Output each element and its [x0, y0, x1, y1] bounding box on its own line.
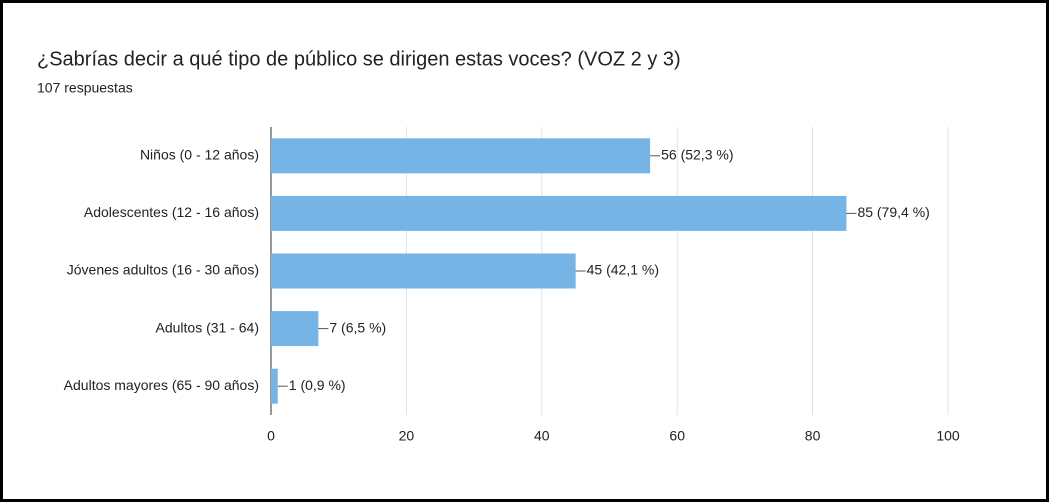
- y-tick-label: Adultos (31 - 64): [156, 319, 260, 335]
- x-tick-label: 0: [267, 428, 275, 444]
- data-label: 45 (42,1 %): [587, 262, 659, 278]
- bar: [271, 368, 278, 404]
- data-label: 56 (52,3 %): [661, 147, 733, 163]
- y-tick-label: Jóvenes adultos (16 - 30 años): [67, 262, 259, 278]
- data-label: 7 (6,5 %): [329, 319, 386, 335]
- data-label: 1 (0,9 %): [289, 377, 346, 393]
- bar: [271, 138, 651, 174]
- x-tick-label: 40: [534, 428, 550, 444]
- x-tick-label: 100: [936, 428, 960, 444]
- y-tick-label: Adolescentes (12 - 16 años): [84, 204, 259, 220]
- x-tick-label: 80: [805, 428, 821, 444]
- y-tick-label: Niños (0 - 12 años): [140, 147, 259, 163]
- bar: [271, 311, 319, 347]
- x-tick-label: 20: [399, 428, 415, 444]
- x-tick-label: 60: [669, 428, 685, 444]
- y-tick-label: Adultos mayores (65 - 90 años): [64, 377, 259, 393]
- chart-subtitle: 107 respuestas: [37, 80, 133, 96]
- chart-title: ¿Sabrías decir a qué tipo de público se …: [37, 48, 681, 70]
- bar: [271, 253, 576, 289]
- bar: [271, 195, 847, 231]
- data-label: 85 (79,4 %): [857, 204, 929, 220]
